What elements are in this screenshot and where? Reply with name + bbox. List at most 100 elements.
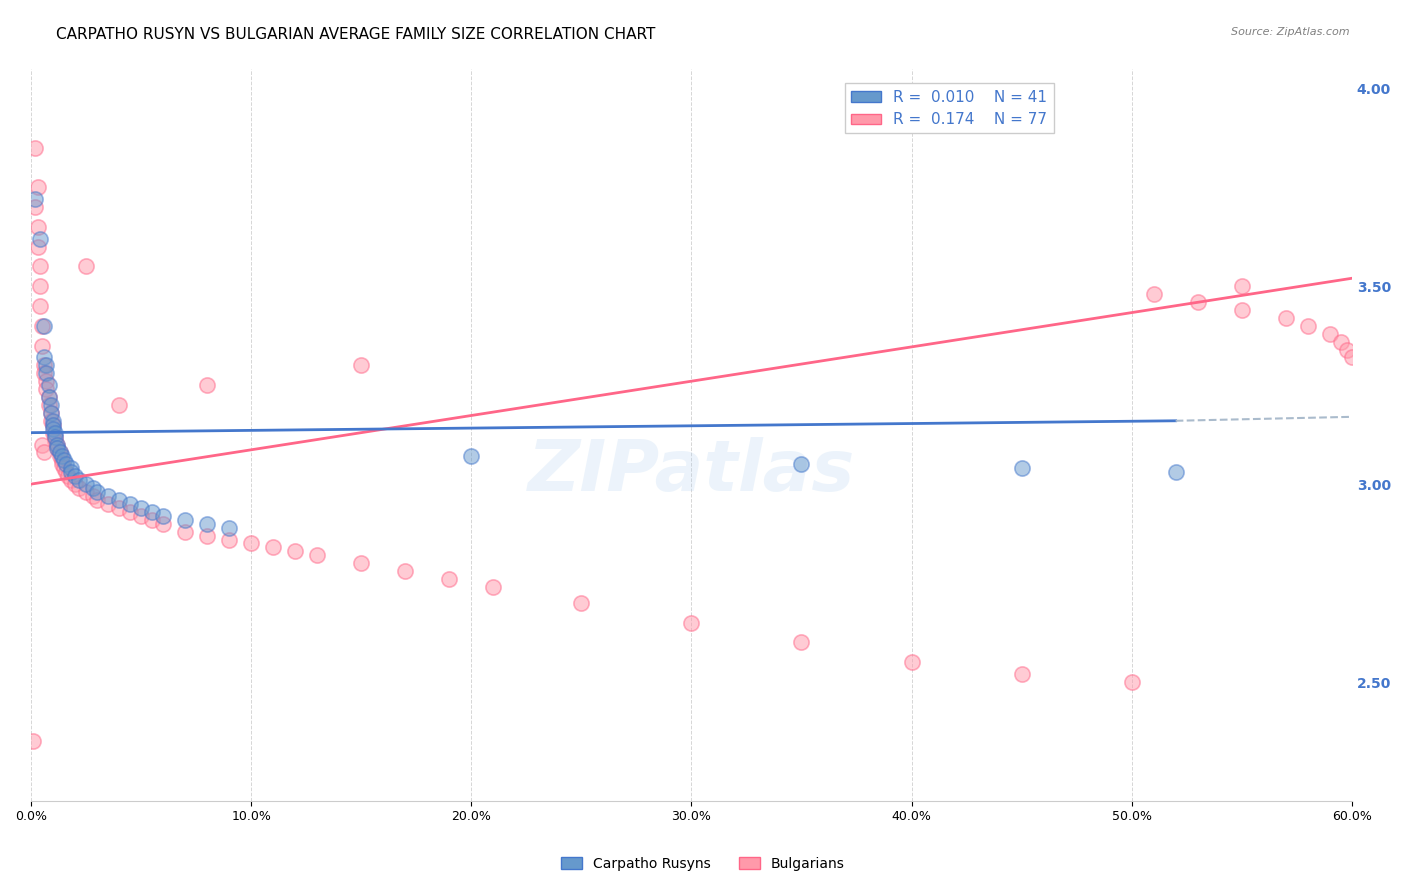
Point	[1319, 326, 1341, 341]
Point	[195, 516, 218, 531]
Text: Source: ZipAtlas.com: Source: ZipAtlas.com	[1232, 27, 1350, 37]
Point	[75, 477, 97, 491]
Point	[48, 445, 70, 459]
Point	[51, 458, 73, 472]
Point	[108, 398, 131, 412]
Point	[48, 445, 70, 459]
Point	[1187, 295, 1209, 310]
Point	[195, 378, 218, 392]
Point	[1274, 310, 1296, 325]
Point	[307, 549, 329, 563]
Point	[35, 382, 58, 396]
Legend: R =  0.010    N = 41, R =  0.174    N = 77: R = 0.010 N = 41, R = 0.174 N = 77	[845, 84, 1053, 133]
Point	[44, 434, 66, 448]
Point	[38, 390, 60, 404]
Point	[55, 465, 77, 479]
Point	[82, 489, 104, 503]
Point	[1011, 461, 1033, 475]
Point	[31, 437, 53, 451]
Point	[32, 318, 55, 333]
Point	[350, 556, 373, 570]
Point	[97, 489, 120, 503]
Point	[152, 508, 174, 523]
Point	[38, 398, 60, 412]
Point	[42, 422, 65, 436]
Point	[53, 461, 76, 475]
Point	[350, 359, 373, 373]
Point	[31, 338, 53, 352]
Point	[790, 635, 813, 649]
Point	[262, 541, 284, 555]
Point	[59, 461, 82, 475]
Point	[439, 572, 461, 586]
Point	[97, 497, 120, 511]
Point	[35, 359, 58, 373]
Point	[1340, 351, 1362, 365]
Point	[569, 596, 592, 610]
Point	[129, 508, 152, 523]
Point	[44, 429, 66, 443]
Point	[59, 465, 82, 479]
Point	[44, 429, 66, 443]
Point	[46, 437, 69, 451]
Point	[32, 366, 55, 380]
Point	[1230, 279, 1253, 293]
Point	[195, 528, 218, 542]
Point	[1336, 343, 1358, 357]
Point	[108, 492, 131, 507]
Point	[174, 513, 197, 527]
Point	[31, 318, 53, 333]
Point	[482, 580, 505, 594]
Point	[59, 473, 82, 487]
Point	[28, 299, 51, 313]
Point	[394, 564, 416, 578]
Point	[1143, 287, 1166, 301]
Point	[44, 425, 66, 440]
Point	[39, 406, 62, 420]
Point	[28, 232, 51, 246]
Point	[240, 536, 263, 550]
Point	[51, 450, 73, 464]
Point	[48, 450, 70, 464]
Point	[67, 481, 90, 495]
Point	[32, 445, 55, 459]
Point	[46, 442, 69, 456]
Point	[51, 453, 73, 467]
Point	[38, 378, 60, 392]
Point	[53, 453, 76, 467]
Point	[141, 505, 163, 519]
Point	[75, 485, 97, 500]
Point	[75, 260, 97, 274]
Point	[218, 533, 240, 547]
Point	[35, 366, 58, 380]
Point	[39, 398, 62, 412]
Point	[24, 192, 46, 206]
Point	[129, 500, 152, 515]
Point	[284, 544, 307, 558]
Point	[120, 505, 142, 519]
Point	[141, 513, 163, 527]
Point	[42, 417, 65, 432]
Text: ZIPatlas: ZIPatlas	[527, 437, 855, 506]
Point	[681, 615, 703, 630]
Point	[28, 260, 51, 274]
Point	[67, 473, 90, 487]
Point	[1330, 334, 1353, 349]
Point	[1296, 318, 1319, 333]
Point	[63, 469, 86, 483]
Point	[900, 655, 922, 669]
Point	[46, 442, 69, 456]
Point	[38, 390, 60, 404]
Legend: Carpatho Rusyns, Bulgarians: Carpatho Rusyns, Bulgarians	[555, 851, 851, 876]
Point	[1230, 302, 1253, 317]
Point	[460, 450, 482, 464]
Point	[24, 200, 46, 214]
Point	[27, 180, 49, 194]
Point	[32, 359, 55, 373]
Point	[120, 497, 142, 511]
Point	[218, 521, 240, 535]
Point	[152, 516, 174, 531]
Point	[63, 477, 86, 491]
Point	[86, 485, 108, 500]
Point	[82, 481, 104, 495]
